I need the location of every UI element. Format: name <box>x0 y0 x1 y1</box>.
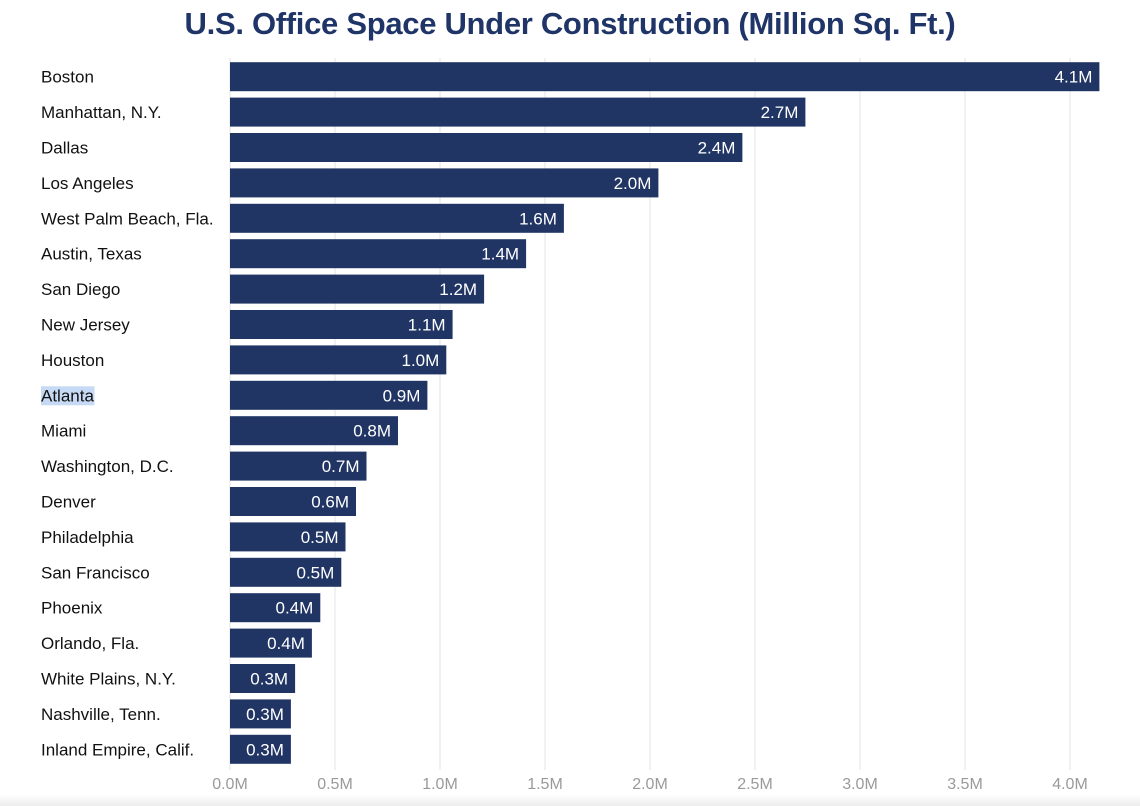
bar-value-label: 1.6M <box>519 209 557 228</box>
bar <box>230 380 428 410</box>
category-label: San Francisco <box>41 563 150 582</box>
x-tick-label: 2.0M <box>632 776 668 793</box>
bar <box>230 310 453 339</box>
x-tick-label: 1.5M <box>527 776 563 793</box>
bar-value-label: 4.1M <box>1055 68 1093 87</box>
bar-value-label: 0.3M <box>246 740 284 759</box>
bar-value-label: 0.4M <box>276 599 314 618</box>
bar <box>230 416 398 446</box>
bottom-fade <box>0 794 1140 806</box>
bar <box>230 97 806 127</box>
x-tick-label: 0.0M <box>212 776 248 793</box>
bar <box>230 557 342 587</box>
x-tick-label: 3.0M <box>842 776 878 793</box>
bar-value-label: 2.7M <box>761 103 799 122</box>
bar <box>230 522 346 552</box>
bar <box>230 345 447 375</box>
bar-value-label: 0.3M <box>246 705 284 724</box>
bar-value-label: 0.9M <box>383 386 421 405</box>
x-tick-label: 4.0M <box>1052 776 1088 793</box>
category-label: Austin, Texas <box>41 245 142 264</box>
bar <box>230 274 485 304</box>
bar <box>230 628 312 658</box>
category-label: Houston <box>41 351 104 370</box>
x-tick-label: 1.0M <box>422 776 458 793</box>
bar <box>230 734 291 764</box>
bar <box>230 239 527 269</box>
category-label: Phoenix <box>41 599 103 618</box>
bar-value-label: 0.5M <box>301 528 339 547</box>
bar-value-label: 0.8M <box>353 422 391 441</box>
category-label: White Plains, N.Y. <box>41 670 176 689</box>
bar <box>230 664 296 693</box>
chart-title: U.S. Office Space Under Construction (Mi… <box>184 6 956 41</box>
bar-value-label: 0.6M <box>311 493 349 512</box>
bar-value-label: 0.3M <box>250 670 288 689</box>
bar <box>230 451 367 481</box>
category-label: Atlanta <box>41 386 94 405</box>
bar-value-label: 1.4M <box>481 245 519 264</box>
bar <box>230 487 356 516</box>
category-label: Manhattan, N.Y. <box>41 103 162 122</box>
category-label: West Palm Beach, Fla. <box>41 209 214 228</box>
text-selection-highlight <box>41 386 95 406</box>
bar <box>230 62 1100 92</box>
category-label: Washington, D.C. <box>41 457 174 476</box>
bar-value-label: 0.4M <box>267 634 305 653</box>
bar-value-label: 1.2M <box>439 280 477 299</box>
bar-value-label: 0.7M <box>322 457 360 476</box>
bar <box>230 133 743 162</box>
category-label: San Diego <box>41 280 120 299</box>
category-label: Orlando, Fla. <box>41 634 139 653</box>
x-tick-label: 2.5M <box>737 776 773 793</box>
bar <box>230 203 564 233</box>
category-label: Philadelphia <box>41 528 134 547</box>
category-label: Boston <box>41 68 94 87</box>
category-label: Dallas <box>41 139 88 158</box>
category-label: Inland Empire, Calif. <box>41 740 194 759</box>
x-tick-label: 3.5M <box>947 776 983 793</box>
bar-value-label: 1.0M <box>402 351 440 370</box>
bar-value-label: 2.4M <box>698 139 736 158</box>
bar-value-label: 2.0M <box>614 174 652 193</box>
bar-value-label: 0.5M <box>297 563 335 582</box>
bar <box>230 593 321 623</box>
category-label: Denver <box>41 493 96 512</box>
bar <box>230 699 291 729</box>
x-tick-label: 0.5M <box>317 776 353 793</box>
bar-value-label: 1.1M <box>408 316 446 335</box>
bar <box>230 168 659 198</box>
category-label: Miami <box>41 422 86 441</box>
category-label: New Jersey <box>41 316 130 335</box>
category-label: Los Angeles <box>41 174 134 193</box>
category-label: Nashville, Tenn. <box>41 705 161 724</box>
